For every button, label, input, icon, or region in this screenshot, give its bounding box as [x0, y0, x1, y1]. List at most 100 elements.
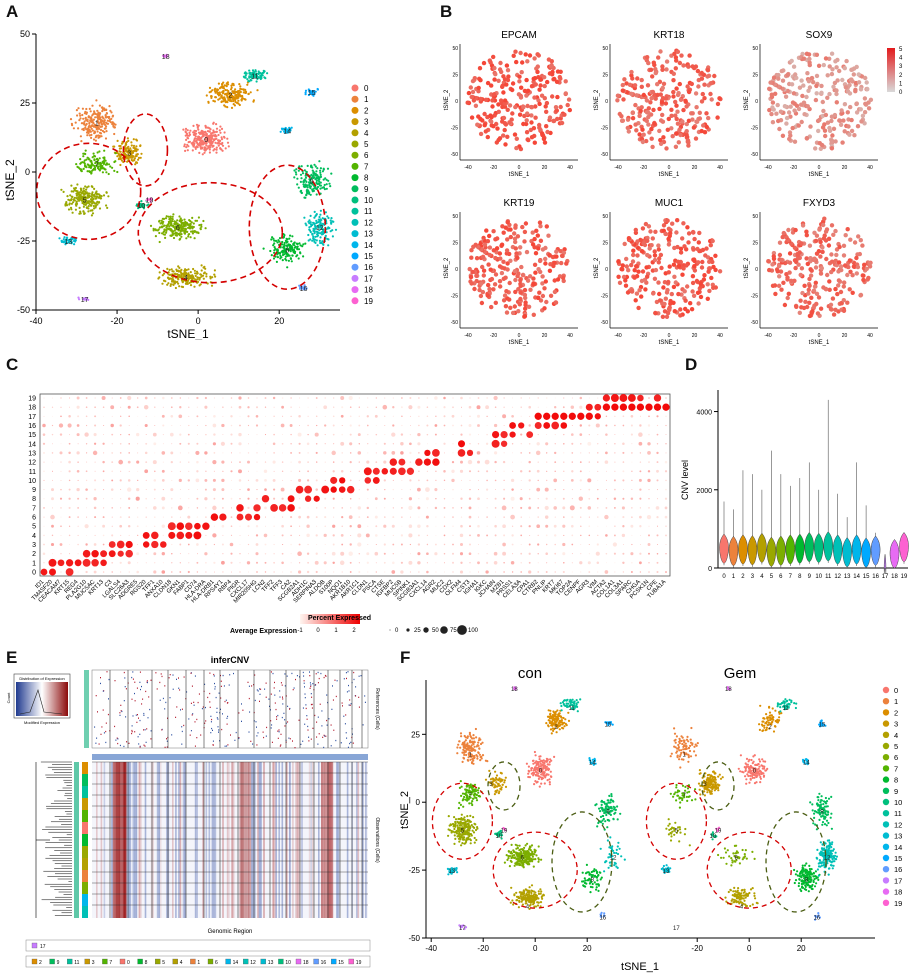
scatter-point	[121, 140, 124, 143]
feature-point	[813, 265, 819, 270]
feature-point	[800, 223, 806, 228]
dot	[460, 424, 463, 427]
scatter-point	[178, 233, 181, 236]
dot	[443, 442, 446, 445]
feature-point	[532, 56, 537, 61]
feature-point	[818, 254, 823, 259]
scatter-point	[62, 190, 65, 193]
dot	[588, 452, 590, 454]
dot	[248, 434, 249, 436]
dot	[281, 397, 284, 399]
scatter-point	[65, 238, 68, 241]
feature-point	[660, 314, 666, 319]
feature-point	[632, 83, 638, 88]
y-tick-label: -50	[601, 152, 608, 158]
scatter-point	[101, 110, 104, 113]
dot	[94, 488, 97, 491]
dot	[509, 422, 516, 429]
dot	[52, 479, 53, 481]
dot	[52, 461, 53, 463]
feature-point	[490, 104, 495, 109]
dot	[443, 396, 446, 400]
dot	[587, 506, 592, 510]
scatter-point	[105, 163, 109, 166]
dot	[409, 479, 412, 482]
feature-point	[790, 100, 796, 105]
y-tick-label: -50	[451, 320, 458, 326]
legend-label: 16	[364, 263, 373, 272]
scatter-point	[85, 158, 88, 161]
feature-point	[693, 64, 699, 69]
feature-point	[652, 121, 657, 126]
scatter-point	[316, 233, 319, 236]
scatter-point	[200, 132, 203, 135]
scatter-point	[169, 215, 172, 218]
feature-point	[682, 244, 687, 249]
feature-point	[656, 243, 661, 248]
feature-point	[696, 260, 701, 265]
dot	[579, 424, 583, 427]
scatter-point	[218, 129, 221, 132]
scatter-point	[88, 107, 91, 110]
feature-point	[663, 96, 669, 101]
dot	[128, 452, 130, 454]
x-tick-label: -20	[490, 165, 497, 171]
scatter-point	[82, 205, 85, 208]
dot	[653, 403, 662, 411]
scatter-point	[304, 93, 307, 96]
scatter-point	[318, 160, 321, 163]
feature-point	[678, 97, 684, 103]
scatter-point	[330, 217, 333, 220]
dot	[656, 479, 659, 482]
scatter-point	[312, 176, 315, 180]
dot	[426, 470, 428, 472]
dot	[647, 424, 651, 427]
feature-point	[808, 267, 813, 272]
dot	[280, 423, 285, 428]
x-tick-label: 0	[668, 165, 671, 171]
scatter-point	[97, 136, 100, 139]
panel-c-dots	[40, 394, 670, 576]
feature-point	[770, 283, 776, 288]
feature-point	[514, 136, 519, 141]
dot	[341, 498, 343, 500]
dot	[69, 406, 70, 408]
scatter-point	[276, 241, 279, 244]
dot	[299, 397, 301, 399]
dot	[102, 406, 105, 408]
scatter-point	[97, 112, 100, 115]
feature-point	[828, 302, 834, 307]
dot	[350, 470, 352, 472]
dot	[631, 479, 633, 482]
scatter-point	[194, 146, 197, 149]
scatter-point	[162, 217, 166, 220]
feature-point	[468, 274, 474, 280]
dot	[187, 433, 190, 436]
feature-point	[505, 134, 510, 139]
feature-point	[709, 275, 714, 281]
scatter-point	[297, 248, 301, 251]
dot	[537, 397, 539, 399]
scatter-point	[158, 220, 161, 223]
scatter-point	[80, 140, 83, 143]
y-tick-label: -25	[751, 294, 758, 300]
y-tick-label: 0	[605, 267, 608, 273]
feature-point	[523, 52, 528, 57]
scatter-point	[195, 272, 199, 275]
feature-point	[505, 267, 510, 272]
feature-point	[505, 68, 511, 73]
feature-point	[536, 246, 541, 251]
dot	[452, 434, 454, 436]
dot	[212, 505, 217, 511]
feature-point	[649, 243, 654, 248]
scatter-point	[313, 216, 316, 219]
x-tick-label: 20	[842, 333, 848, 339]
dot	[435, 443, 437, 445]
feature-point	[474, 256, 480, 261]
feature-point	[847, 258, 853, 263]
feature-point	[692, 236, 697, 242]
feature-point	[544, 100, 550, 106]
